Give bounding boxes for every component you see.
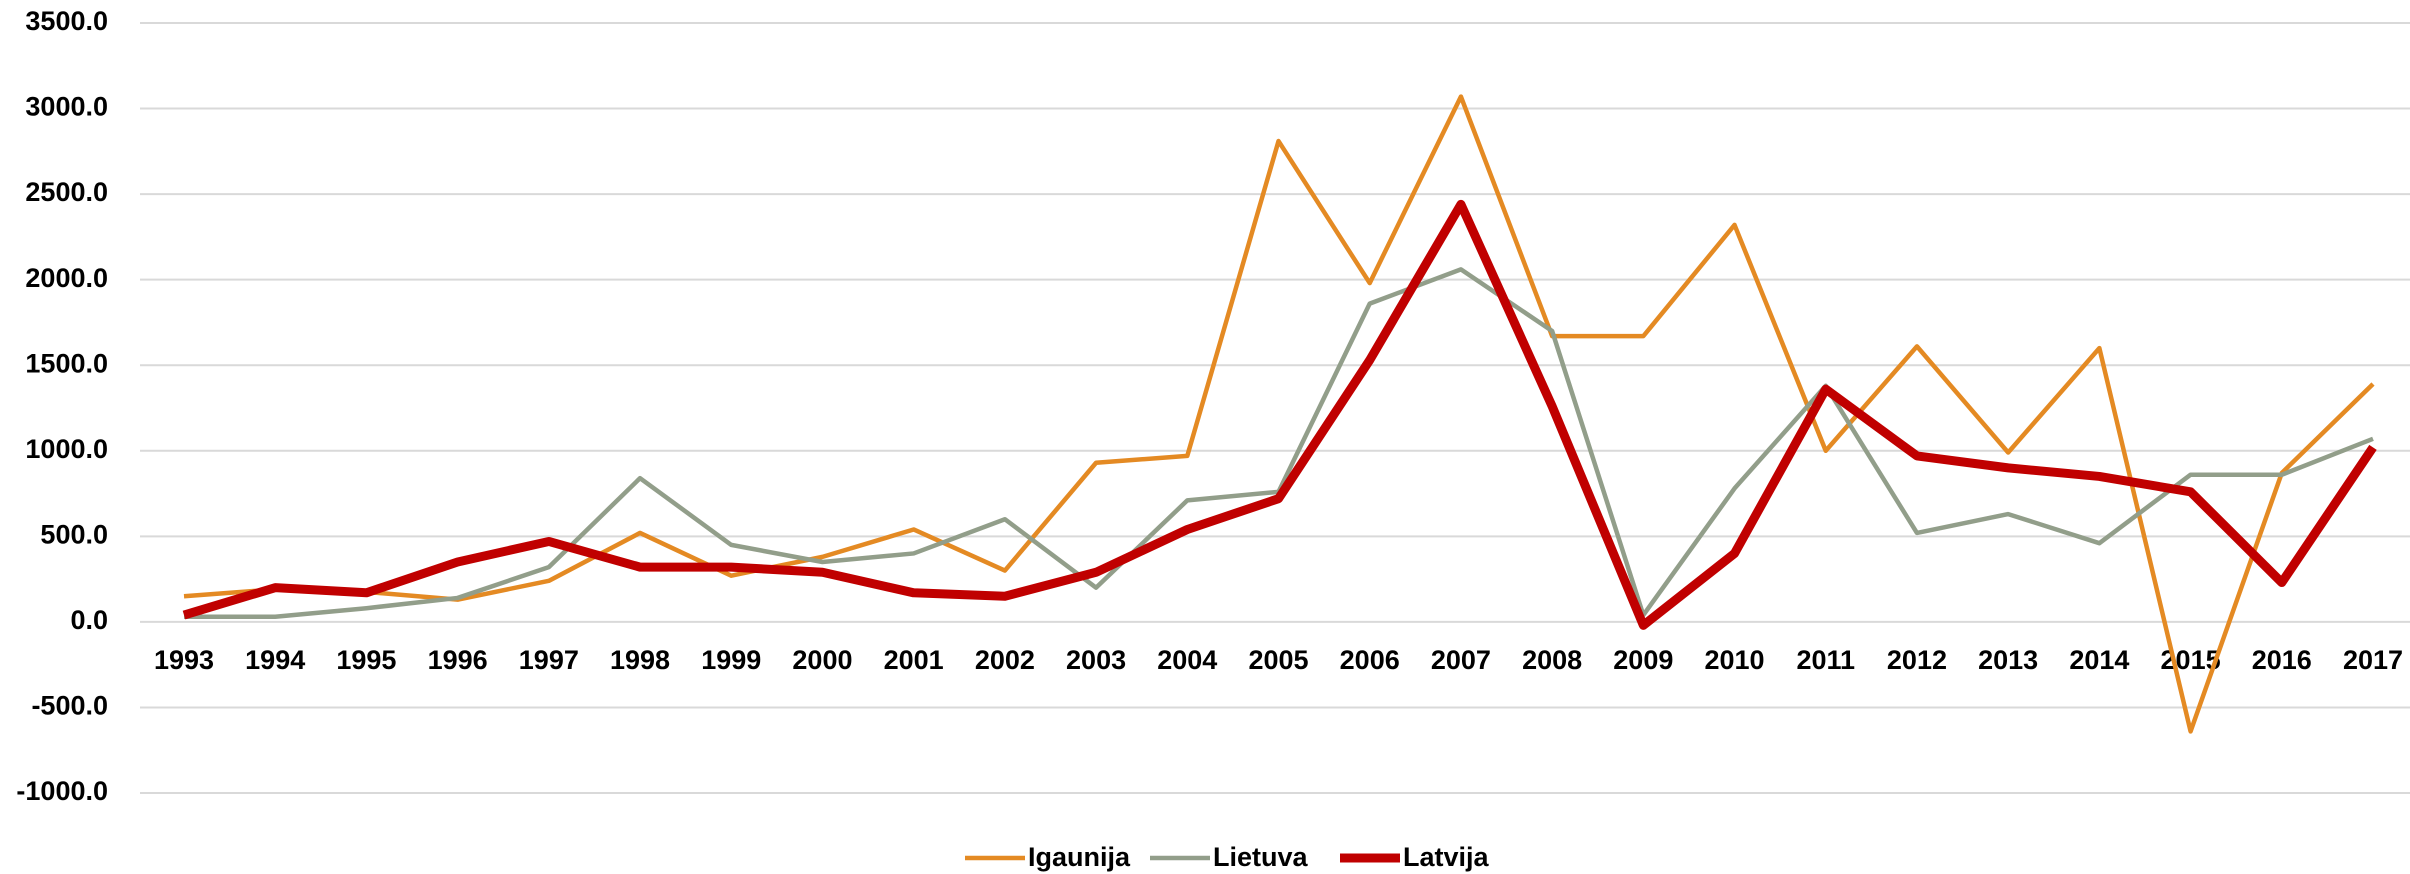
x-tick-label: 2011	[1796, 645, 1855, 675]
x-tick-label: 2004	[1157, 645, 1217, 675]
series-line	[183, 94, 2375, 734]
y-tick-label: -500.0	[31, 691, 108, 721]
legend-label: Latvija	[1403, 842, 1490, 872]
y-tick-label: 2500.0	[25, 177, 108, 207]
x-tick-label: 2017	[2343, 645, 2403, 675]
x-tick-label: 2005	[1248, 645, 1308, 675]
x-tick-label: 1997	[519, 645, 579, 675]
x-tick-label: 2014	[2069, 645, 2129, 675]
y-tick-label: 1500.0	[25, 348, 108, 378]
x-tick-label: 1999	[701, 645, 761, 675]
y-tick-label: 0.0	[70, 605, 108, 635]
x-tick-label: 1998	[610, 645, 670, 675]
x-tick-label: 2013	[1978, 645, 2038, 675]
x-tick-label: 2002	[975, 645, 1035, 675]
x-tick-label: 2009	[1613, 645, 1673, 675]
x-tick-label: 2012	[1887, 645, 1947, 675]
y-tick-label: 2000.0	[25, 263, 108, 293]
x-tick-label: 2001	[884, 645, 944, 675]
x-tick-label: 1994	[245, 645, 305, 675]
y-tick-label: 1000.0	[25, 434, 108, 464]
x-tick-label: 2008	[1522, 645, 1582, 675]
x-tick-label: 1995	[336, 645, 396, 675]
series-line	[182, 199, 2377, 630]
y-tick-label: 3500.0	[25, 6, 108, 36]
x-tick-label: 2007	[1431, 645, 1491, 675]
x-tick-label: 2003	[1066, 645, 1126, 675]
y-tick-label: -1000.0	[16, 776, 108, 806]
x-tick-label: 2010	[1705, 645, 1765, 675]
series-line	[184, 267, 2374, 620]
y-tick-label: 3000.0	[25, 92, 108, 122]
x-tick-label: 2006	[1340, 645, 1400, 675]
legend-label: Lietuva	[1213, 842, 1309, 872]
legend-label: Igaunija	[1028, 842, 1131, 872]
y-tick-label: 500.0	[40, 519, 108, 549]
x-tick-label: 1993	[154, 645, 214, 675]
x-tick-label: 2016	[2252, 645, 2312, 675]
x-tick-label: 1996	[428, 645, 488, 675]
x-tick-label: 2000	[792, 645, 852, 675]
